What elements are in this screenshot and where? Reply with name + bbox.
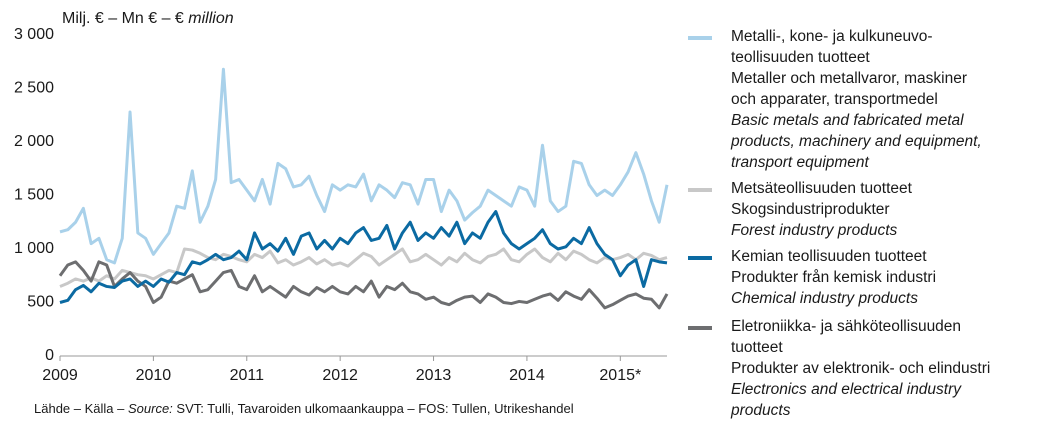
x-tick-label: 2015*: [599, 367, 641, 384]
x-tick-label: 2010: [136, 367, 172, 384]
legend-label: Skogsindustriprodukter: [731, 201, 890, 218]
legend-label: Metaller och metallvaror, maskiner: [731, 70, 967, 87]
legend-label: Produkter från kemisk industri: [731, 269, 936, 286]
y-tick-label: 500: [27, 294, 54, 311]
legend-label: tuotteet: [731, 339, 783, 356]
source-italic: Source:: [128, 401, 173, 416]
legend-label: Forest industry products: [731, 222, 898, 239]
legend-label: transport equipment: [731, 154, 870, 171]
y-tick-label: 2 500: [14, 80, 54, 97]
legend-label: Basic metals and fabricated metal: [731, 112, 964, 129]
series-line: [59, 210, 668, 304]
x-tick-label: 2011: [230, 367, 265, 384]
legend-label: teollisuuden tuotteet: [731, 49, 870, 66]
legend-label: Electronics and electrical industry: [731, 381, 962, 398]
legend-label: Eletroniikka- ja sähköteollisuuden: [731, 318, 961, 335]
x-tick-label: 2013: [416, 367, 452, 384]
legend-label: Metsäteollisuuden tuotteet: [731, 180, 913, 197]
legend-label: Chemical industry products: [731, 290, 918, 307]
legend-label: Metalli-, kone- ja kulkuneuvo-: [731, 28, 933, 45]
x-tick-label: 2009: [42, 367, 78, 384]
legend-label: Produkter av elektronik- och elindustri: [731, 360, 990, 377]
y-axis-label-italic: million: [188, 10, 233, 27]
y-tick-label: 3 000: [14, 26, 54, 43]
source-prefix: Lähde – Källa –: [34, 401, 125, 416]
legend-label: och apparater, transportmedel: [731, 91, 938, 108]
y-tick-label: 0: [45, 347, 54, 364]
y-tick-label: 1 000: [14, 240, 54, 257]
series-line: [59, 67, 669, 265]
legend-label: Kemian teollisuuden tuotteet: [731, 248, 927, 265]
x-tick-label: 2012: [322, 367, 358, 384]
y-axis-label-text: Milj. € – Mn € – €: [62, 10, 184, 27]
y-axis-label: Milj. € – Mn € – € million: [62, 10, 234, 27]
y-tick-label: 1 500: [14, 187, 54, 204]
legend-label: products: [730, 402, 791, 419]
series-line: [59, 247, 668, 288]
source-text: SVT: Tulli, Tavaroiden ulkomaankauppa – …: [176, 401, 573, 416]
series-line: [58, 260, 669, 310]
legend-label: products, machinery and equipment,: [730, 133, 982, 150]
y-tick-label: 2 000: [14, 133, 54, 150]
source: Lähde – Källa – Source: SVT: Tulli, Tava…: [34, 401, 574, 416]
x-tick-label: 2014: [509, 367, 545, 384]
